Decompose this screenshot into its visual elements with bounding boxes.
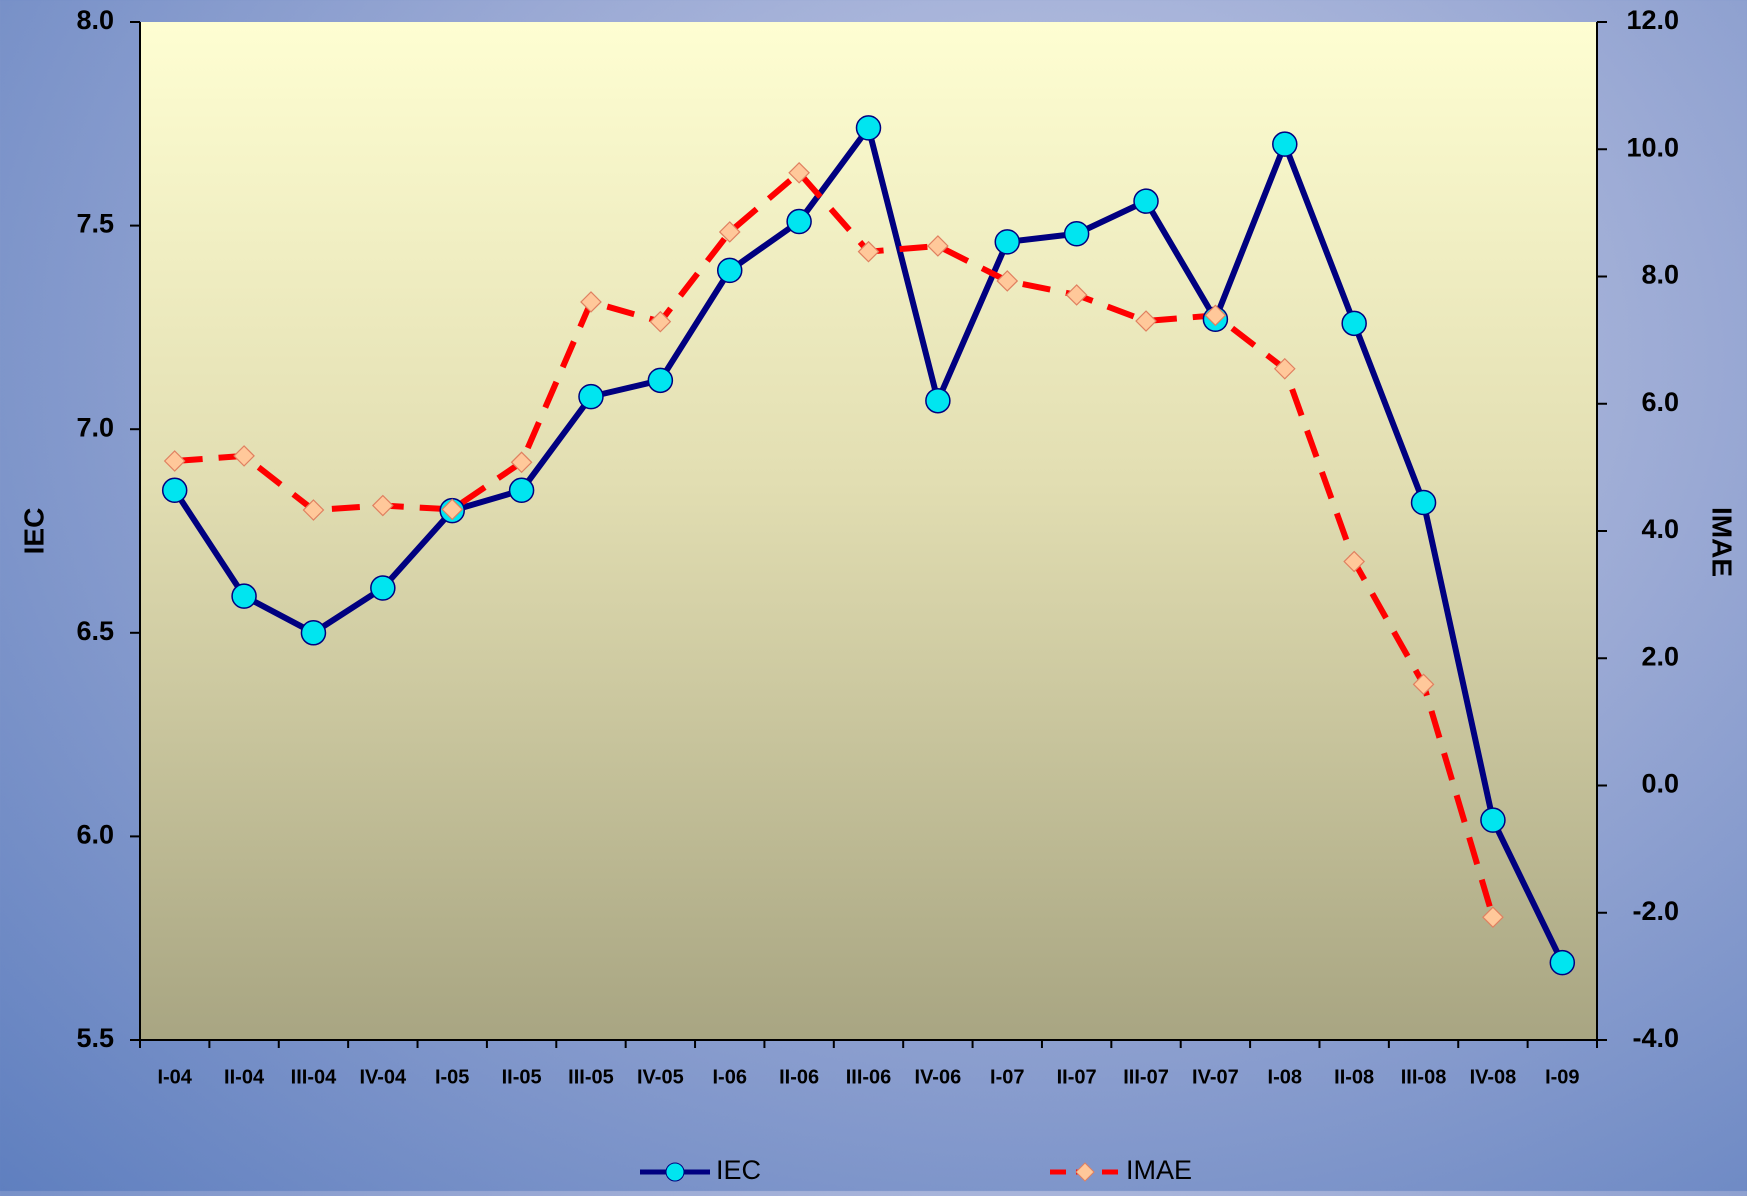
y-tick-label: 6.5 [76, 616, 114, 646]
marker [649, 310, 672, 333]
marker [580, 291, 602, 313]
marker [1341, 310, 1367, 337]
marker [1480, 807, 1506, 833]
y-tick-label: 7.0 [76, 412, 114, 442]
marker [786, 208, 812, 235]
x-tick-label: I-07 [990, 1066, 1024, 1088]
marker [1273, 357, 1296, 380]
y-tick-label: 8.0 [76, 5, 114, 35]
legend-label: IMAE [1126, 1155, 1192, 1185]
y2-tick-label: 10.0 [1626, 132, 1679, 162]
marker [1410, 489, 1437, 516]
x-tick-label: I-09 [1545, 1066, 1579, 1088]
marker [857, 240, 880, 263]
marker [788, 161, 810, 184]
marker [300, 620, 327, 646]
marker [371, 494, 394, 517]
x-tick-label: I-08 [1268, 1066, 1302, 1088]
marker [508, 477, 535, 504]
marker [716, 257, 743, 284]
marker [647, 367, 674, 394]
marker [161, 477, 188, 504]
marker [163, 450, 186, 472]
marker [996, 270, 1019, 292]
y-tick-label: 6.0 [76, 820, 114, 850]
marker [927, 235, 949, 257]
y2-tick-label: -4.0 [1632, 1023, 1679, 1053]
y2-tick-label: -2.0 [1632, 896, 1679, 926]
marker [1549, 949, 1576, 976]
x-tick-label: III-04 [291, 1066, 337, 1088]
marker [302, 499, 325, 521]
series-line [174, 169, 1496, 919]
x-tick-label: IV-08 [1470, 1066, 1517, 1088]
marker [994, 229, 1021, 255]
legend-label: IEC [716, 1155, 761, 1185]
legend-marker [1075, 1162, 1095, 1182]
x-tick-label: III-05 [568, 1066, 614, 1088]
marker [1204, 304, 1227, 327]
x-tick-label: IV-04 [359, 1066, 407, 1088]
x-tick-label: II-07 [1057, 1066, 1097, 1088]
x-tick-label: I-06 [713, 1066, 747, 1088]
y2-tick-label: 2.0 [1641, 641, 1679, 671]
y2-axis-title: IMAE [1707, 507, 1738, 577]
x-tick-label: I-04 [157, 1066, 192, 1088]
y2-tick-label: 12.0 [1626, 5, 1679, 35]
x-tick-label: I-05 [435, 1066, 469, 1088]
marker [370, 575, 396, 601]
y-tick-label: 7.5 [76, 209, 114, 239]
marker [1063, 220, 1090, 247]
x-tick-label: II-08 [1334, 1066, 1374, 1088]
marker [1065, 284, 1088, 306]
marker [510, 451, 533, 474]
marker [1133, 188, 1159, 214]
plot-area [140, 22, 1597, 1040]
x-tick-label: III-07 [1123, 1066, 1169, 1088]
marker [1482, 906, 1504, 929]
marker [231, 583, 257, 609]
y2-tick-label: 0.0 [1641, 769, 1679, 799]
x-tick-label: IV-06 [915, 1066, 962, 1088]
y-axis-title: IEC [18, 508, 49, 555]
marker [855, 115, 882, 141]
x-tick-label: II-06 [779, 1066, 819, 1088]
marker [1135, 310, 1157, 332]
x-tick-label: IV-05 [637, 1066, 684, 1088]
x-tick-label: II-05 [502, 1066, 542, 1088]
marker [1272, 131, 1298, 157]
x-tick-label: II-04 [224, 1066, 265, 1088]
y-tick-label: 5.5 [76, 1023, 114, 1053]
marker [925, 387, 951, 414]
legend-marker [665, 1162, 685, 1182]
y2-tick-label: 6.0 [1641, 387, 1679, 417]
y2-tick-label: 4.0 [1641, 514, 1679, 544]
marker [1343, 550, 1366, 573]
marker [718, 221, 741, 243]
y2-tick-label: 8.0 [1641, 260, 1679, 290]
marker [578, 383, 604, 410]
marker [441, 498, 464, 521]
marker [233, 445, 255, 467]
x-tick-label: IV-07 [1192, 1066, 1239, 1088]
x-tick-label: III-06 [846, 1066, 892, 1088]
marker [1412, 673, 1435, 696]
x-tick-label: III-08 [1401, 1066, 1447, 1088]
